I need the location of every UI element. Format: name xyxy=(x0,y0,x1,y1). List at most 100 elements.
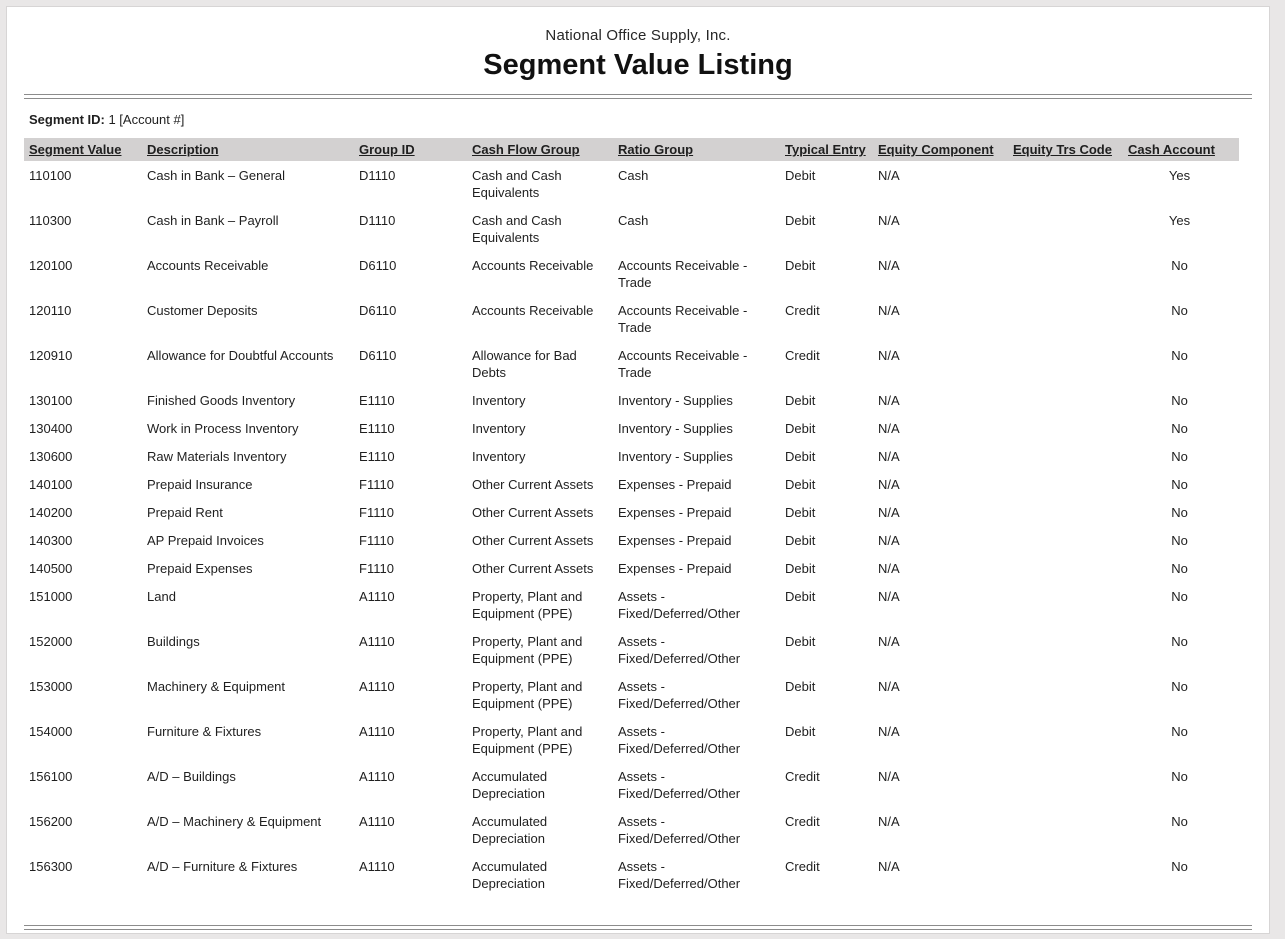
cell-group-id: F1110 xyxy=(359,533,394,548)
column-header-cash-flow-group: Cash Flow Group xyxy=(467,138,613,161)
cell-cash-flow-group: Property, Plant and Equipment (PPE) xyxy=(472,679,583,711)
cell-group-id: D1110 xyxy=(359,213,396,228)
footer-divider xyxy=(24,925,1252,930)
cell-cash-flow-group: Cash and Cash Equivalents xyxy=(472,168,562,200)
cell-description: Allowance for Doubtful Accounts xyxy=(147,348,334,363)
cell-cash-flow-group: Accumulated Depreciation xyxy=(472,769,548,801)
cell-cash-account: Yes xyxy=(1168,213,1191,228)
cell-typical-entry: Debit xyxy=(785,421,816,436)
cell-equity-trs-code xyxy=(1008,161,1123,206)
cell-equity-trs-code xyxy=(1008,672,1123,717)
cell-description: Furniture & Fixtures xyxy=(147,724,262,739)
table-row: 110100 Cash in Bank – General D1110 Cash… xyxy=(24,161,1239,206)
table-row: 152000 Buildings A1110 Property, Plant a… xyxy=(24,627,1239,672)
cell-segment-value: 151000 xyxy=(29,589,73,604)
cell-equity-trs-code xyxy=(1008,627,1123,672)
column-header-equity-trs-code: Equity Trs Code xyxy=(1008,138,1123,161)
cell-segment-value: 152000 xyxy=(29,634,73,649)
cell-cash-flow-group: Accounts Receivable xyxy=(472,303,594,318)
cell-equity-component: N/A xyxy=(878,769,900,784)
cell-equity-trs-code xyxy=(1008,386,1123,414)
table-row: 130400 Work in Process Inventory E1110 I… xyxy=(24,414,1239,442)
cell-cash-flow-group: Accumulated Depreciation xyxy=(472,814,548,846)
cell-description: A/D – Machinery & Equipment xyxy=(147,814,322,829)
cell-equity-trs-code xyxy=(1008,498,1123,526)
table-row: 140200 Prepaid Rent F1110 Other Current … xyxy=(24,498,1239,526)
table-row: 120100 Accounts Receivable D6110 Account… xyxy=(24,251,1239,296)
report-title: Segment Value Listing xyxy=(483,49,793,81)
cell-cash-account: No xyxy=(1171,533,1188,548)
cell-cash-flow-group: Cash and Cash Equivalents xyxy=(472,213,562,245)
cell-group-id: A1110 xyxy=(359,769,395,784)
cell-segment-value: 156100 xyxy=(29,769,73,784)
cell-equity-component: N/A xyxy=(878,168,900,183)
cell-equity-component: N/A xyxy=(878,303,900,318)
table-row: 130600 Raw Materials Inventory E1110 Inv… xyxy=(24,442,1239,470)
cell-equity-trs-code xyxy=(1008,582,1123,627)
cell-cash-account: No xyxy=(1171,477,1188,492)
cell-group-id: A1110 xyxy=(359,724,395,739)
cell-cash-account: No xyxy=(1171,421,1188,436)
cell-ratio-group: Accounts Receivable - Trade xyxy=(618,303,748,335)
cell-segment-value: 140200 xyxy=(29,505,73,520)
cell-description: Finished Goods Inventory xyxy=(147,393,296,408)
cell-group-id: A1110 xyxy=(359,634,395,649)
cell-group-id: F1110 xyxy=(359,561,394,576)
cell-equity-trs-code xyxy=(1008,554,1123,582)
cell-typical-entry: Debit xyxy=(785,533,816,548)
cell-ratio-group: Assets - Fixed/Deferred/Other xyxy=(618,634,741,666)
table-row: 156100 A/D – Buildings A1110 Accumulated… xyxy=(24,762,1239,807)
cell-description: Prepaid Insurance xyxy=(147,477,253,492)
column-header-typical-entry: Typical Entry xyxy=(780,138,873,161)
cell-group-id: D6110 xyxy=(359,258,397,273)
cell-equity-component: N/A xyxy=(878,505,900,520)
cell-segment-value: 156200 xyxy=(29,814,73,829)
segment-value-table: Segment Value Description Group ID Cash … xyxy=(24,138,1239,897)
cell-ratio-group: Assets - Fixed/Deferred/Other xyxy=(618,859,741,891)
cell-ratio-group: Assets - Fixed/Deferred/Other xyxy=(618,769,741,801)
cell-segment-value: 130400 xyxy=(29,421,73,436)
cell-typical-entry: Credit xyxy=(785,859,820,874)
cell-equity-trs-code xyxy=(1008,296,1123,341)
cell-typical-entry: Debit xyxy=(785,168,816,183)
cell-ratio-group: Assets - Fixed/Deferred/Other xyxy=(618,679,741,711)
cell-description: AP Prepaid Invoices xyxy=(147,533,264,548)
cell-typical-entry: Debit xyxy=(785,449,816,464)
cell-cash-flow-group: Property, Plant and Equipment (PPE) xyxy=(472,589,583,621)
cell-cash-account: No xyxy=(1171,589,1188,604)
cell-ratio-group: Inventory - Supplies xyxy=(618,393,733,408)
cell-typical-entry: Debit xyxy=(785,679,816,694)
cell-group-id: A1110 xyxy=(359,679,395,694)
cell-description: Prepaid Expenses xyxy=(147,561,253,576)
cell-ratio-group: Cash xyxy=(618,213,649,228)
column-header-description: Description xyxy=(142,138,354,161)
table-row: 156200 A/D – Machinery & Equipment A1110… xyxy=(24,807,1239,852)
cell-equity-trs-code xyxy=(1008,341,1123,386)
table-row: 151000 Land A1110 Property, Plant and Eq… xyxy=(24,582,1239,627)
cell-cash-account: No xyxy=(1171,505,1188,520)
cell-equity-trs-code xyxy=(1008,251,1123,296)
cell-cash-account: No xyxy=(1171,561,1188,576)
cell-description: Cash in Bank – General xyxy=(147,168,286,183)
cell-equity-component: N/A xyxy=(878,634,900,649)
cell-cash-flow-group: Inventory xyxy=(472,449,526,464)
cell-cash-account: No xyxy=(1171,634,1188,649)
cell-group-id: A1110 xyxy=(359,814,395,829)
cell-group-id: F1110 xyxy=(359,477,394,492)
column-header-ratio-group: Ratio Group xyxy=(613,138,780,161)
cell-group-id: D1110 xyxy=(359,168,396,183)
cell-equity-component: N/A xyxy=(878,348,900,363)
cell-cash-flow-group: Other Current Assets xyxy=(472,477,594,492)
cell-segment-value: 130600 xyxy=(29,449,73,464)
cell-description: Accounts Receivable xyxy=(147,258,269,273)
cell-cash-flow-group: Accounts Receivable xyxy=(472,258,594,273)
cell-segment-value: 140500 xyxy=(29,561,73,576)
column-header-segment-value: Segment Value xyxy=(24,138,142,161)
cell-segment-value: 110300 xyxy=(29,213,72,228)
cell-cash-flow-group: Other Current Assets xyxy=(472,533,594,548)
cell-equity-trs-code xyxy=(1008,852,1123,897)
cell-ratio-group: Assets - Fixed/Deferred/Other xyxy=(618,814,741,846)
cell-group-id: E1110 xyxy=(359,393,395,408)
cell-ratio-group: Accounts Receivable - Trade xyxy=(618,258,748,290)
cell-description: Work in Process Inventory xyxy=(147,421,299,436)
